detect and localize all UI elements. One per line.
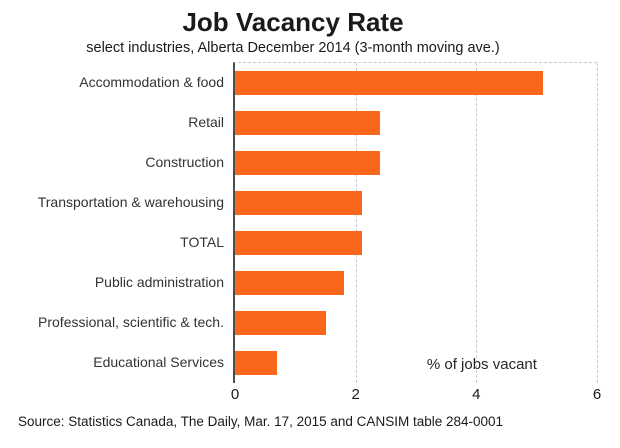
x-axis-ticks: 0 2 4 6 [231, 383, 601, 407]
chart-subtitle: select industries, Alberta December 2014… [86, 40, 500, 56]
plot-area: % of jobs vacant [233, 62, 598, 383]
category-label: Construction [145, 154, 224, 170]
x-axis-note: % of jobs vacant [426, 356, 537, 373]
source-note: Source: Statistics Canada, The Daily, Ma… [18, 414, 504, 429]
bar-row [235, 63, 597, 103]
bar [235, 191, 362, 215]
x-axis-tick-label: 6 [592, 386, 602, 403]
bar [235, 311, 326, 335]
x-axis-tick-label: 0 [230, 386, 240, 403]
category-label: Accommodation & food [79, 74, 224, 90]
bar-row [235, 183, 597, 223]
category-labels: Accommodation & food Retail Construction Tr… [0, 62, 233, 383]
chart-body: Accommodation & food Retail Construction Tr… [0, 62, 620, 383]
gridline [355, 63, 357, 383]
bar-row [235, 263, 597, 303]
bar-row [235, 223, 597, 263]
category-label: Educational Services [93, 354, 224, 370]
bar [235, 351, 278, 375]
bar [235, 151, 380, 175]
x-axis: 0 2 4 6 [0, 383, 620, 407]
category-label: Public administration [94, 274, 224, 290]
x-axis-tick-label: 2 [351, 386, 360, 403]
bar [235, 231, 362, 255]
gridline [597, 63, 598, 383]
category-label: TOTAL [180, 234, 224, 250]
category-label: Professional, scientific & tech. [38, 314, 224, 330]
x-axis-spacer [0, 383, 235, 407]
gridline [476, 63, 478, 383]
bar [235, 111, 380, 135]
bar-row [235, 103, 597, 143]
x-axis-tick-label: 4 [472, 386, 481, 403]
category-label: Transportation & warehousing [37, 194, 224, 210]
chart-title: Job Vacancy Rate [182, 7, 404, 37]
bar [235, 271, 344, 295]
bar-row [235, 343, 597, 383]
bar [235, 71, 543, 95]
category-label: Retail [188, 114, 224, 130]
bar-row [235, 303, 597, 343]
bar-row [235, 143, 597, 183]
title-block: Job Vacancy Rate select industries, Albe… [0, 0, 586, 57]
